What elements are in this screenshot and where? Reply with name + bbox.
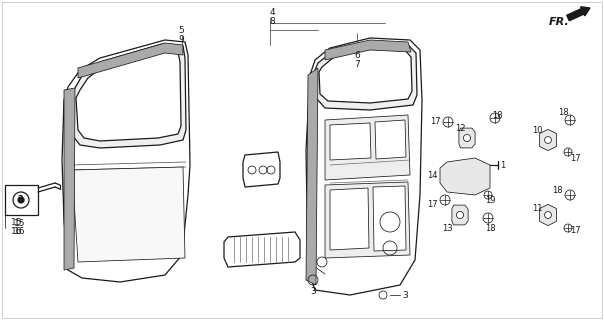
Text: 16: 16 <box>11 227 23 236</box>
Polygon shape <box>5 185 38 215</box>
Text: 9: 9 <box>178 35 184 44</box>
Circle shape <box>545 212 551 219</box>
Polygon shape <box>330 123 371 160</box>
Text: 14: 14 <box>427 171 437 180</box>
Polygon shape <box>325 115 410 180</box>
Polygon shape <box>243 152 280 187</box>
Polygon shape <box>459 128 475 148</box>
Polygon shape <box>325 182 410 258</box>
Text: 16: 16 <box>14 227 26 236</box>
Polygon shape <box>325 40 411 60</box>
Text: 15: 15 <box>14 219 26 228</box>
Circle shape <box>18 197 24 203</box>
Text: 4: 4 <box>269 7 275 17</box>
Circle shape <box>457 212 463 219</box>
Polygon shape <box>539 129 556 151</box>
Polygon shape <box>90 192 150 211</box>
Polygon shape <box>452 205 468 225</box>
Polygon shape <box>440 158 490 195</box>
Text: 3: 3 <box>310 287 316 297</box>
Circle shape <box>545 137 551 143</box>
Text: 2: 2 <box>17 195 23 204</box>
Polygon shape <box>62 40 190 282</box>
Text: 18: 18 <box>557 108 568 116</box>
Text: 13: 13 <box>442 223 452 233</box>
Polygon shape <box>330 188 369 250</box>
Text: 18: 18 <box>484 223 495 233</box>
Polygon shape <box>72 167 185 262</box>
Polygon shape <box>306 68 318 285</box>
Text: 17: 17 <box>570 226 580 235</box>
Polygon shape <box>539 204 556 226</box>
Polygon shape <box>76 50 181 141</box>
Polygon shape <box>315 42 417 110</box>
Polygon shape <box>78 43 183 78</box>
Text: FR.: FR. <box>549 17 570 27</box>
Text: 18: 18 <box>492 110 503 119</box>
Text: 17: 17 <box>429 116 440 125</box>
Text: 12: 12 <box>455 124 465 132</box>
Polygon shape <box>375 120 406 159</box>
Text: 3: 3 <box>402 291 408 300</box>
Text: 17: 17 <box>426 199 437 209</box>
FancyArrow shape <box>567 7 590 21</box>
Text: 17: 17 <box>570 154 580 163</box>
Circle shape <box>463 134 471 141</box>
Text: 11: 11 <box>532 204 542 212</box>
Polygon shape <box>64 88 75 270</box>
Polygon shape <box>319 47 412 103</box>
Polygon shape <box>224 232 300 267</box>
Text: 2: 2 <box>17 195 23 204</box>
Polygon shape <box>373 186 406 251</box>
Text: 7: 7 <box>354 60 360 68</box>
Text: 19: 19 <box>485 196 495 204</box>
Text: 5: 5 <box>178 26 184 35</box>
Text: 6: 6 <box>354 51 360 60</box>
Polygon shape <box>306 38 422 295</box>
Text: 15: 15 <box>11 218 23 227</box>
Polygon shape <box>70 44 186 148</box>
Text: 8: 8 <box>269 17 275 26</box>
Text: 1: 1 <box>500 161 506 170</box>
Text: 18: 18 <box>551 186 562 195</box>
Text: 10: 10 <box>532 125 542 134</box>
